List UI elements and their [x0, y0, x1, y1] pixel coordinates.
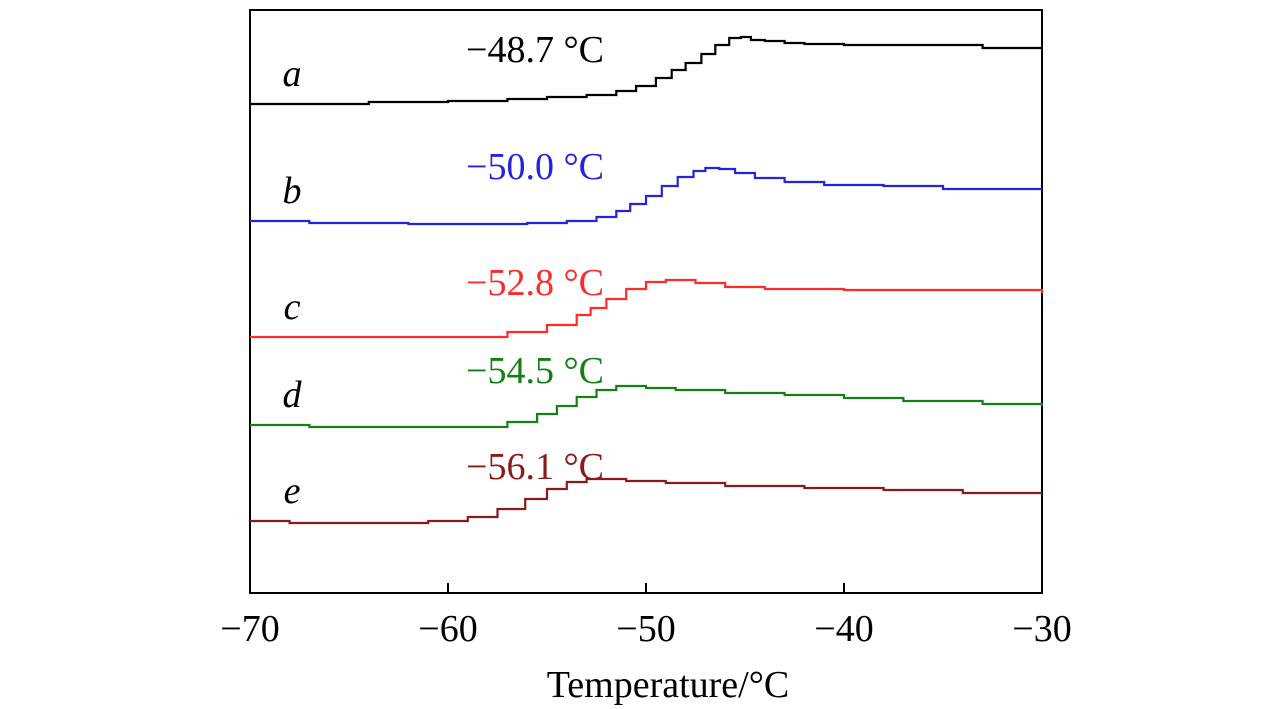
x-axis-tick-labels: −70 −60 −50 −40 −30	[220, 608, 1071, 650]
series-letter-b: b	[283, 170, 302, 212]
series-annotations: −48.7 °C −50.0 °C −52.8 °C −54.5 °C −56.1 °C	[466, 29, 604, 488]
series-letter-d: d	[283, 374, 303, 416]
annotation-a: −48.7 °C	[466, 29, 604, 71]
series-letter-c: c	[284, 286, 301, 328]
series-line-a	[250, 35, 1042, 106]
series-letter-a: a	[283, 53, 302, 95]
x-tick-label: −50	[616, 608, 675, 650]
annotation-e: −56.1 °C	[466, 446, 604, 488]
x-tick-label: −60	[418, 608, 477, 650]
series-line-b	[250, 166, 1042, 226]
series-line-e	[250, 477, 1042, 525]
annotation-d: −54.5 °C	[466, 350, 604, 392]
x-axis-title: Temperature/°C	[547, 664, 790, 706]
plot-frame	[249, 9, 1043, 594]
x-tick-label: −70	[220, 608, 279, 650]
x-tick-label: −40	[814, 608, 873, 650]
annotation-c: −52.8 °C	[466, 262, 604, 304]
x-tick-label: −30	[1012, 608, 1071, 650]
series-layer	[250, 35, 1044, 525]
x-axis-ticks	[249, 583, 1043, 593]
annotation-b: −50.0 °C	[466, 146, 604, 188]
series-letters: a b c d e	[283, 53, 303, 512]
series-line-d	[250, 384, 1044, 429]
series-line-c	[250, 278, 1044, 339]
series-letter-e: e	[284, 470, 301, 512]
